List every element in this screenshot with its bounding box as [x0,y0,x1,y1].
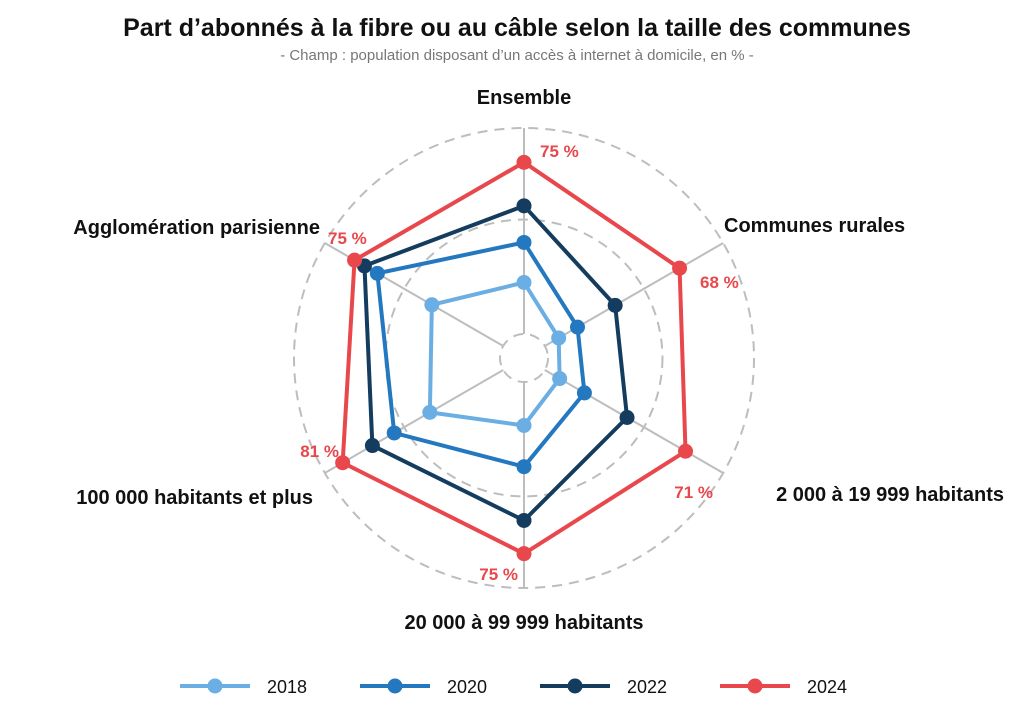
data-label: 81 % [300,442,339,461]
legend-item-2018: 2018 [180,677,307,697]
data-point-2020 [569,319,585,335]
data-point-2020 [576,385,592,401]
legend-marker [747,678,763,694]
data-point-2024 [335,455,351,471]
axis-spoke [324,369,504,474]
data-point-2022 [619,409,635,425]
legend-label: 2024 [807,677,847,697]
data-point-2024 [672,260,688,276]
chart-title: Part d’abonnés à la fibre ou au câble se… [123,14,911,42]
axis-label: Communes rurales [724,215,905,237]
legend-marker [207,678,223,694]
series-line-2022 [362,203,630,523]
legend-label: 2020 [447,677,487,697]
legend-marker [567,678,583,694]
data-point-2022 [516,512,532,528]
chart-subtitle: - Champ : population disposant d’un accè… [280,47,754,64]
axis-label: 2 000 à 19 999 habitants [776,484,1004,506]
legend-label: 2022 [627,677,667,697]
axis-label: Agglomération parisienne [73,217,320,239]
data-point-2024 [516,154,532,170]
data-point-2018 [424,297,440,313]
axis-label: 20 000 à 99 999 habitants [404,612,643,634]
grid-circle [499,333,549,383]
data-label: 75 % [328,229,367,248]
data-point-2018 [516,417,532,433]
data-point-2022 [516,198,532,214]
legend-item-2024: 2024 [720,677,847,697]
data-point-2018 [516,275,532,290]
data-point-2024 [678,443,694,459]
data-label: 68 % [700,273,739,292]
legend-marker [387,678,403,694]
axis-label: 100 000 habitants et plus [76,487,313,509]
data-point-2018 [552,371,568,387]
data-point-2022 [364,438,380,454]
data-point-2018 [551,330,567,346]
series-line-2020 [375,240,587,469]
data-label: 71 % [674,483,713,502]
data-point-2020 [516,234,532,250]
series-line-2024 [340,160,688,556]
data-point-2022 [607,297,623,313]
data-point-2020 [369,265,385,281]
legend-label: 2018 [267,677,307,697]
axis-label: Ensemble [477,87,571,109]
data-point-2024 [347,252,363,268]
data-label: 75 % [540,142,579,161]
axis-spoke [544,369,724,474]
data-point-2020 [386,425,402,441]
data-point-2020 [516,459,532,475]
data-point-2024 [516,546,532,562]
series-line-2018 [427,280,562,428]
data-label: 75 % [479,565,518,584]
data-point-2018 [422,404,438,420]
legend-item-2022: 2022 [540,677,667,697]
legend-item-2020: 2020 [360,677,487,697]
